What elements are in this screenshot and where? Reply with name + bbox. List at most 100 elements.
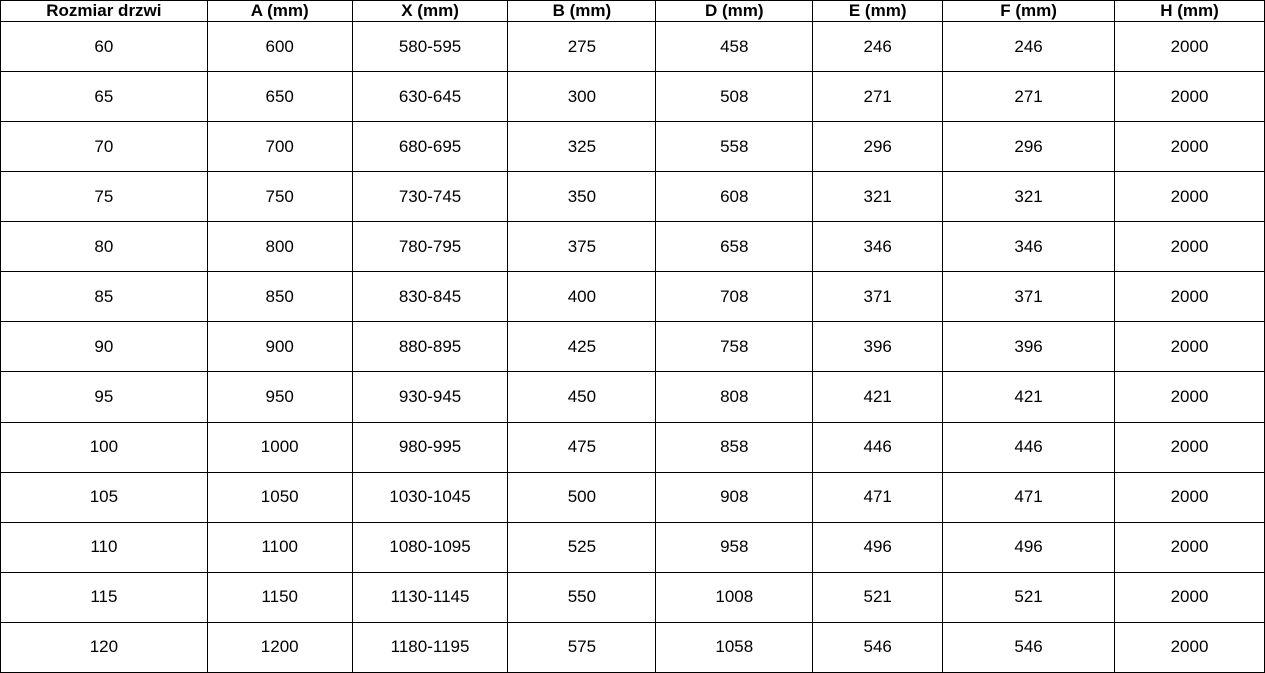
column-header: D (mm) bbox=[655, 0, 814, 22]
table-cell: 321 bbox=[812, 171, 944, 223]
table-cell: 800 bbox=[206, 221, 353, 273]
table-cell: 908 bbox=[655, 471, 814, 523]
table-cell: 730-745 bbox=[351, 171, 509, 223]
table-cell: 700 bbox=[206, 121, 353, 173]
table-cell: 105 bbox=[0, 471, 208, 523]
table-cell: 1000 bbox=[206, 421, 353, 473]
column-header: X (mm) bbox=[351, 0, 509, 22]
table-cell: 830-845 bbox=[351, 271, 509, 323]
table-cell: 296 bbox=[942, 121, 1116, 173]
table-cell: 80 bbox=[0, 221, 208, 273]
table-cell: 496 bbox=[942, 521, 1116, 573]
table-cell: 375 bbox=[507, 221, 657, 273]
table-cell: 1130-1145 bbox=[351, 571, 509, 623]
table-cell: 446 bbox=[812, 421, 944, 473]
table-cell: 858 bbox=[655, 421, 814, 473]
table-cell: 60 bbox=[0, 20, 208, 73]
table-cell: 371 bbox=[942, 271, 1116, 323]
table-cell: 2000 bbox=[1114, 471, 1265, 523]
column-header: Rozmiar drzwi bbox=[0, 0, 208, 22]
column-header: F (mm) bbox=[942, 0, 1116, 22]
table-row: 105 1050 1030-1045 500 908 471 471 2000 bbox=[0, 471, 1265, 523]
table-cell: 1080-1095 bbox=[351, 521, 509, 573]
table-cell: 508 bbox=[655, 71, 814, 123]
table-cell: 95 bbox=[0, 371, 208, 423]
table-cell: 680-695 bbox=[351, 121, 509, 173]
table-cell: 1150 bbox=[206, 571, 353, 623]
table-cell: 500 bbox=[507, 471, 657, 523]
table-cell: 346 bbox=[942, 221, 1116, 273]
table-cell: 850 bbox=[206, 271, 353, 323]
table-cell: 2000 bbox=[1114, 71, 1265, 123]
table-cell: 750 bbox=[206, 171, 353, 223]
table-cell: 1200 bbox=[206, 621, 353, 673]
table-cell: 630-645 bbox=[351, 71, 509, 123]
table-cell: 300 bbox=[507, 71, 657, 123]
table-cell: 100 bbox=[0, 421, 208, 473]
table-row: 115 1150 1130-1145 550 1008 521 521 2000 bbox=[0, 571, 1265, 623]
table-cell: 346 bbox=[812, 221, 944, 273]
table-cell: 458 bbox=[655, 20, 814, 73]
table-cell: 325 bbox=[507, 121, 657, 173]
table-cell: 90 bbox=[0, 321, 208, 373]
table-cell: 446 bbox=[942, 421, 1116, 473]
table-cell: 1058 bbox=[655, 621, 814, 673]
table-cell: 115 bbox=[0, 571, 208, 623]
table-row: 80 800 780-795 375 658 346 346 2000 bbox=[0, 221, 1265, 273]
table-cell: 2000 bbox=[1114, 321, 1265, 373]
table-cell: 550 bbox=[507, 571, 657, 623]
column-header: E (mm) bbox=[812, 0, 944, 22]
table-cell: 2000 bbox=[1114, 371, 1265, 423]
table-cell: 2000 bbox=[1114, 20, 1265, 73]
table-cell: 930-945 bbox=[351, 371, 509, 423]
table-cell: 421 bbox=[942, 371, 1116, 423]
table-cell: 658 bbox=[655, 221, 814, 273]
table-cell: 546 bbox=[812, 621, 944, 673]
table-cell: 65 bbox=[0, 71, 208, 123]
table-cell: 780-795 bbox=[351, 221, 509, 273]
table-cell: 525 bbox=[507, 521, 657, 573]
table-cell: 85 bbox=[0, 271, 208, 323]
table-row: 100 1000 980-995 475 858 446 446 2000 bbox=[0, 421, 1265, 473]
table-row: 110 1100 1080-1095 525 958 496 496 2000 bbox=[0, 521, 1265, 573]
table-row: 60 600 580-595 275 458 246 246 2000 bbox=[0, 20, 1265, 73]
table-row: 70 700 680-695 325 558 296 296 2000 bbox=[0, 121, 1265, 173]
table-cell: 471 bbox=[942, 471, 1116, 523]
table-cell: 271 bbox=[942, 71, 1116, 123]
table-cell: 396 bbox=[812, 321, 944, 373]
table-cell: 880-895 bbox=[351, 321, 509, 373]
table-cell: 371 bbox=[812, 271, 944, 323]
table-row: 90 900 880-895 425 758 396 396 2000 bbox=[0, 321, 1265, 373]
table-cell: 2000 bbox=[1114, 421, 1265, 473]
table-cell: 1008 bbox=[655, 571, 814, 623]
table-cell: 1100 bbox=[206, 521, 353, 573]
table-row: 65 650 630-645 300 508 271 271 2000 bbox=[0, 71, 1265, 123]
table-cell: 2000 bbox=[1114, 271, 1265, 323]
table-cell: 296 bbox=[812, 121, 944, 173]
table-cell: 2000 bbox=[1114, 571, 1265, 623]
table-cell: 650 bbox=[206, 71, 353, 123]
table-cell: 425 bbox=[507, 321, 657, 373]
table-cell: 70 bbox=[0, 121, 208, 173]
table-cell: 1180-1195 bbox=[351, 621, 509, 673]
table-cell: 421 bbox=[812, 371, 944, 423]
table-cell: 475 bbox=[507, 421, 657, 473]
table-cell: 350 bbox=[507, 171, 657, 223]
table-cell: 758 bbox=[655, 321, 814, 373]
table-cell: 950 bbox=[206, 371, 353, 423]
table-cell: 2000 bbox=[1114, 521, 1265, 573]
table-cell: 1030-1045 bbox=[351, 471, 509, 523]
table-cell: 600 bbox=[206, 20, 353, 73]
table-cell: 1050 bbox=[206, 471, 353, 523]
table-row: 85 850 830-845 400 708 371 371 2000 bbox=[0, 271, 1265, 323]
table-row: 120 1200 1180-1195 575 1058 546 546 2000 bbox=[0, 621, 1265, 673]
table-cell: 900 bbox=[206, 321, 353, 373]
table-cell: 396 bbox=[942, 321, 1116, 373]
table-cell: 471 bbox=[812, 471, 944, 523]
table-cell: 271 bbox=[812, 71, 944, 123]
table-cell: 708 bbox=[655, 271, 814, 323]
table-cell: 246 bbox=[942, 20, 1116, 73]
table-cell: 496 bbox=[812, 521, 944, 573]
